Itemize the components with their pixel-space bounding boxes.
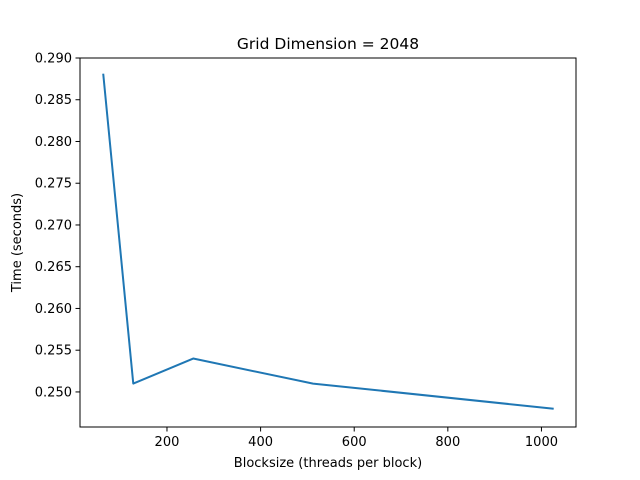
chart-title: Grid Dimension = 2048 — [237, 35, 419, 53]
y-tick-label: 0.265 — [35, 260, 72, 275]
y-tick-label: 0.275 — [35, 177, 72, 192]
y-tick-label: 0.260 — [35, 302, 72, 317]
y-tick-label: 0.290 — [35, 52, 72, 67]
x-tick-label: 600 — [342, 435, 367, 450]
x-tick-label: 400 — [248, 435, 273, 450]
y-tick-label: 0.250 — [35, 385, 72, 400]
x-tick-label: 200 — [155, 435, 180, 450]
plot-frame — [79, 57, 577, 428]
series-line — [102, 73, 554, 410]
y-tick-label: 0.255 — [35, 344, 72, 359]
series-layer — [102, 73, 554, 410]
y-tick-label: 0.285 — [35, 93, 72, 108]
x-tick-label: 800 — [435, 435, 460, 450]
ticks-layer: 200 400 600 800 1000 0.250 0.255 0.260 0.265 0.27… — [35, 52, 558, 451]
plot-area — [80, 58, 576, 427]
x-tick-label: 1000 — [525, 435, 558, 450]
y-tick-label: 0.270 — [35, 218, 72, 233]
y-axis-label: Time (seconds) — [10, 193, 25, 293]
x-axis-label: Blocksize (threads per block) — [234, 456, 422, 471]
y-tick-label: 0.280 — [35, 135, 72, 150]
